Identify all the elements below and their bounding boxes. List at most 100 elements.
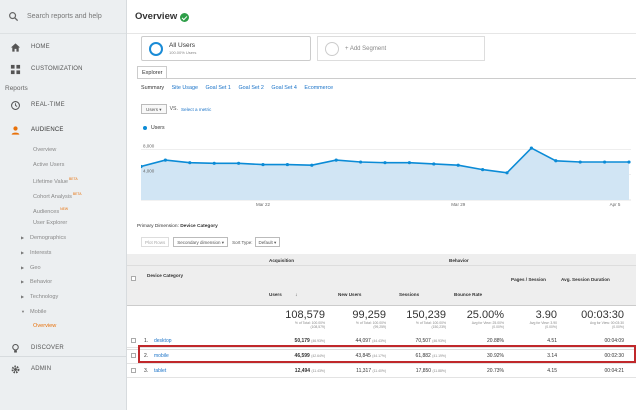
col-device-category[interactable]: Device Category xyxy=(147,273,184,278)
data-point[interactable] xyxy=(456,163,460,167)
row-checkbox[interactable] xyxy=(131,353,136,358)
secondary-dimension-dropdown[interactable]: Secondary dimension ▾ xyxy=(173,237,229,247)
data-point[interactable] xyxy=(554,159,558,163)
data-point[interactable] xyxy=(407,161,411,165)
verified-check-icon xyxy=(180,13,190,22)
subnav-site-usage[interactable]: Site Usage xyxy=(171,85,198,91)
data-point[interactable] xyxy=(627,160,631,164)
subnav-goal-set-2[interactable]: Goal Set 2 xyxy=(238,85,264,91)
data-point[interactable] xyxy=(163,158,167,162)
primary-dimension-value[interactable]: Device Category xyxy=(180,224,218,229)
table-row[interactable]: 2. mobile 46,599 (42.64%) 43,845 (44.17%… xyxy=(127,348,636,364)
col-avg-duration[interactable]: Avg. Session Duration xyxy=(561,277,610,282)
audience-item-cohort-analysis[interactable]: Cohort AnalysisBETA xyxy=(0,187,126,202)
chart-points xyxy=(141,146,631,175)
row-users-value: 50,179 xyxy=(294,338,310,344)
data-point[interactable] xyxy=(432,162,436,166)
audience-item-geo[interactable]: ▶ Geo xyxy=(0,261,126,276)
data-point[interactable] xyxy=(237,161,241,165)
select-all-checkbox[interactable] xyxy=(131,276,136,281)
audience-item-technology[interactable]: ▶ Technology xyxy=(0,290,126,305)
col-new-users[interactable]: New Users xyxy=(338,292,362,297)
data-point[interactable] xyxy=(212,161,216,165)
nav-discover[interactable]: DISCOVER xyxy=(0,338,64,358)
search-row[interactable]: Search reports and help xyxy=(0,0,126,34)
subnav-goal-set-1[interactable]: Goal Set 1 xyxy=(205,85,231,91)
total-new-users: 99,259 % of Total: 100.00% (99,259) xyxy=(327,309,386,329)
select-metric-link[interactable]: Select a metric xyxy=(180,106,212,112)
table-row[interactable]: 1. desktop 50,179 (46.93%) 44,097 (44.43… xyxy=(127,334,636,348)
data-point[interactable] xyxy=(578,160,582,164)
vs-label: VS. xyxy=(169,106,178,112)
table-row[interactable]: 3. tablet 12,494 (11.43%) 11,317 (11.40%… xyxy=(127,364,636,378)
subnav-summary[interactable]: Summary xyxy=(141,85,165,91)
audience-item-demographics[interactable]: ▶ Demographics xyxy=(0,231,126,246)
audience-item-label: Audiences xyxy=(33,208,60,215)
data-point[interactable] xyxy=(359,160,363,164)
row-device-link[interactable]: mobile xyxy=(154,353,169,359)
audience-item-interests[interactable]: ▶ Interests xyxy=(0,246,126,261)
total-sub: Avg for View: 00:03:30 xyxy=(590,321,624,325)
col-bounce-rate[interactable]: Bounce Rate xyxy=(454,292,483,297)
segment-all-users[interactable]: All Users 100.00% Users xyxy=(141,36,311,61)
metric-dropdown[interactable]: Users ▾ xyxy=(141,104,167,114)
row-pages: 4.51 xyxy=(547,338,557,344)
subnav-ecommerce[interactable]: Ecommerce xyxy=(304,85,334,91)
nav-home[interactable]: HOME xyxy=(0,37,126,57)
audience-item-overview[interactable]: Overview xyxy=(0,143,126,158)
col-users[interactable]: Users ↓ xyxy=(269,292,324,297)
total-value: 00:03:30 xyxy=(581,309,624,321)
col-pages-session[interactable]: Pages / Session xyxy=(511,277,546,282)
audience-item-behavior[interactable]: ▶ Behavior xyxy=(0,275,126,290)
row-duration: 00:02:30 xyxy=(604,353,624,359)
data-point[interactable] xyxy=(505,171,509,175)
audience-item-lifetime-value[interactable]: Lifetime ValueBETA xyxy=(0,172,126,187)
data-point[interactable] xyxy=(141,164,143,169)
total-value: 3.90 xyxy=(535,309,557,321)
audience-item-mobile-overview[interactable]: Overview xyxy=(0,319,126,334)
col-sessions[interactable]: Sessions xyxy=(399,292,420,297)
data-point[interactable] xyxy=(481,168,485,172)
nav-admin[interactable]: ADMIN xyxy=(0,359,51,379)
row-new-users: 43,845 (44.17%) xyxy=(327,353,386,359)
data-point[interactable] xyxy=(310,163,314,167)
row-sessions: 17,850 (11.88%) xyxy=(389,368,446,374)
nav-audience[interactable]: AUDIENCE xyxy=(0,120,126,140)
audience-submenu: Overview Active Users Lifetime ValueBETA… xyxy=(0,143,126,334)
audience-item-audiences[interactable]: AudiencesNEW xyxy=(0,202,126,217)
sort-type-dropdown[interactable]: Default ▾ xyxy=(254,237,281,247)
row-device-link[interactable]: tablet xyxy=(154,368,167,374)
clock-icon xyxy=(11,100,20,110)
data-point[interactable] xyxy=(261,162,265,167)
primary-dimension: Primary Dimension: Device Category xyxy=(137,224,218,229)
row-index: 3. xyxy=(144,368,149,374)
data-point[interactable] xyxy=(529,146,533,150)
tab-explorer[interactable]: Explorer xyxy=(137,66,168,78)
beta-badge: BETA xyxy=(69,177,78,182)
caret-right-icon: ▶ xyxy=(21,264,25,270)
plot-rows-button[interactable]: Plot Rows xyxy=(141,237,170,247)
nav-customization[interactable]: CUSTOMIZATION xyxy=(0,59,126,79)
subnav-goal-set-4[interactable]: Goal Set 4 xyxy=(271,85,297,91)
nav-realtime[interactable]: REAL-TIME xyxy=(0,95,126,115)
data-point[interactable] xyxy=(383,161,387,165)
row-new-pct: (44.17%) xyxy=(372,354,386,358)
row-checkbox[interactable] xyxy=(131,368,136,373)
audience-item-label: Interests xyxy=(30,249,52,256)
reports-section-label: Reports xyxy=(5,85,28,92)
data-point[interactable] xyxy=(603,160,607,164)
row-device-link[interactable]: desktop xyxy=(154,338,172,344)
add-segment-button[interactable]: + Add Segment xyxy=(317,36,485,61)
main-panel: Overview All Users 100.00% Users + Add S… xyxy=(127,0,636,410)
audience-item-user-explorer[interactable]: User Explorer xyxy=(0,216,126,231)
audience-item-mobile[interactable]: ▼ Mobile xyxy=(0,305,126,320)
audience-item-active-users[interactable]: Active Users xyxy=(0,158,126,173)
data-point[interactable] xyxy=(334,158,338,162)
row-users-pct: (11.43%) xyxy=(311,369,325,373)
row-users: 50,179 (46.93%) xyxy=(267,338,325,344)
row-checkbox[interactable] xyxy=(131,338,136,343)
data-point[interactable] xyxy=(188,161,192,165)
search-input[interactable]: Search reports and help xyxy=(27,13,102,20)
data-point[interactable] xyxy=(285,162,289,167)
total-sub: Avg for View: 3.90 xyxy=(529,321,557,325)
